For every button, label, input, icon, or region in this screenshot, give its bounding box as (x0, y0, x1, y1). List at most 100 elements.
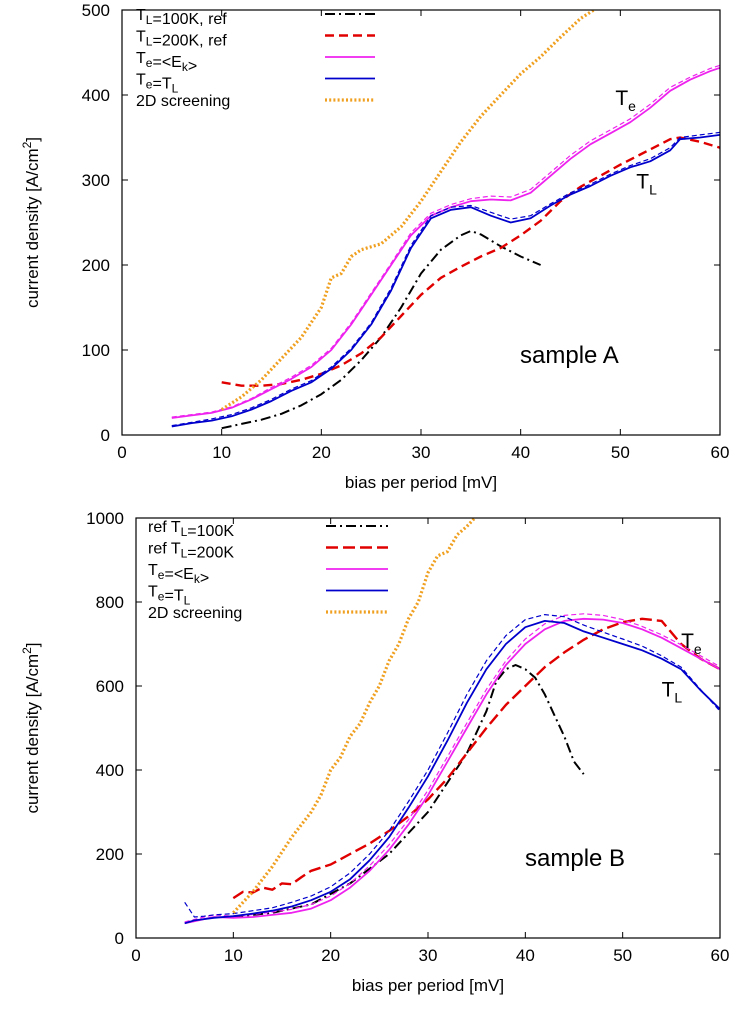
y-axis-label: current density [A/cm2] (20, 137, 42, 308)
curve-label: TL (636, 171, 657, 198)
y-tick-label: 500 (82, 1, 110, 20)
legend-label: TL=200K, ref (136, 29, 227, 50)
y-tick-label: 400 (82, 86, 110, 105)
curve-label-main: T (681, 630, 694, 653)
x-tick-label: 30 (412, 443, 431, 462)
y-tick-label: 200 (82, 256, 110, 275)
x-tick-label: 0 (117, 443, 126, 462)
curve-label: TL (662, 679, 683, 706)
series-line-4 (171, 64, 720, 418)
y-tick-label: 400 (96, 761, 124, 780)
legend-label-part: =200K (187, 545, 234, 562)
y-tick-label: 0 (101, 426, 110, 445)
series-line-2 (232, 617, 720, 900)
y-tick-label: 300 (82, 171, 110, 190)
legend-label-part: L (184, 594, 191, 608)
legend-label: Te=<Ek> (136, 50, 197, 75)
y-axis-label-end: ] (23, 137, 42, 142)
legend-label: Te=TL (136, 72, 179, 96)
y-axis-label-sup: 2 (20, 141, 34, 148)
legend-label-part: T (136, 50, 146, 67)
legend-label: 2D screening (148, 605, 242, 622)
curve-label-main: T (662, 679, 675, 702)
y-axis-label-main: current density [A/cm (23, 148, 42, 308)
x-tick-label: 60 (711, 443, 730, 462)
y-axis-label-main: current density [A/cm (23, 654, 42, 814)
series-line-5 (184, 620, 720, 925)
plot-frame (121, 9, 721, 436)
curve-label-sub: e (694, 641, 702, 657)
legend-label-part: L (172, 82, 179, 96)
sample-annotation: sample A (520, 342, 619, 369)
x-tick-label: 20 (312, 443, 331, 462)
y-tick-label: 600 (96, 677, 124, 696)
x-tick-label: 50 (611, 443, 630, 462)
legend-label-part: k (182, 60, 189, 74)
legend-label-part: =T (164, 588, 183, 605)
legend-label-part: T (148, 584, 158, 601)
series-line-5 (171, 134, 720, 428)
x-tick-label: 40 (511, 443, 530, 462)
legend-label-part: 2D screening (136, 93, 230, 110)
curve-label: Te (681, 630, 702, 657)
x-tick-label: 60 (711, 946, 730, 965)
legend-label-part: 2D screening (148, 605, 242, 622)
x-axis-label: bias per period [mV] (345, 473, 497, 492)
series-line-1 (221, 230, 541, 430)
x-tick-label: 50 (613, 946, 632, 965)
curve-label: Te (615, 87, 636, 114)
x-axis-label: bias per period [mV] (352, 976, 504, 995)
series-line-6 (171, 131, 720, 427)
curve-label-sub: e (628, 98, 636, 114)
x-tick-label: 10 (224, 946, 243, 965)
legend-label-part: ref T (148, 519, 181, 536)
curve-label-main: T (636, 171, 649, 194)
y-axis-label: current density [A/cm2] (20, 642, 42, 813)
legend-label: ref TL=100K (148, 519, 234, 540)
series-group (184, 518, 720, 925)
series-line-7 (232, 518, 477, 914)
curve-label-main: T (615, 87, 628, 110)
legend-label-part: T (148, 562, 158, 579)
legend-label-part: L (181, 547, 188, 561)
legend-label-part: e (158, 568, 165, 582)
series-line-4 (184, 613, 720, 923)
series-line-2 (221, 136, 720, 387)
legend-label-part: e (146, 78, 153, 92)
legend-label-part: L (146, 35, 153, 49)
series-line-6 (184, 613, 720, 918)
legend-label-part: =100K, ref (152, 11, 227, 28)
y-tick-label: 800 (96, 593, 124, 612)
y-axis-label-sup: 2 (20, 647, 34, 654)
legend-label-part: =200K, ref (152, 33, 227, 50)
legend-label: 2D screening (136, 93, 230, 110)
legend-label-part: T (136, 7, 146, 24)
series-line-3 (171, 66, 720, 419)
series-line-7 (220, 10, 597, 411)
legend-label-part: =T (152, 76, 171, 93)
legend-label-part: k (194, 572, 201, 586)
legend-label: TL=100K, ref (136, 7, 227, 28)
curve-label-sub: L (674, 690, 682, 706)
y-tick-label: 200 (96, 845, 124, 864)
legend-label-part: e (146, 56, 153, 70)
legend-label-part: L (146, 13, 153, 27)
legend-label-part: =100K (187, 523, 234, 540)
legend-label-part: > (200, 570, 209, 587)
series-line-1 (233, 664, 585, 918)
y-tick-label: 0 (115, 929, 124, 948)
x-tick-label: 0 (131, 946, 140, 965)
series-line-3 (184, 617, 720, 925)
legend-label: ref TL=200K (148, 541, 234, 562)
x-tick-label: 40 (516, 946, 535, 965)
series-group (171, 10, 720, 430)
legend-label-part: L (181, 525, 188, 539)
x-tick-label: 10 (212, 443, 231, 462)
legend-label-part: T (136, 29, 146, 46)
legend-label-part: T (136, 72, 146, 89)
x-tick-label: 30 (419, 946, 438, 965)
